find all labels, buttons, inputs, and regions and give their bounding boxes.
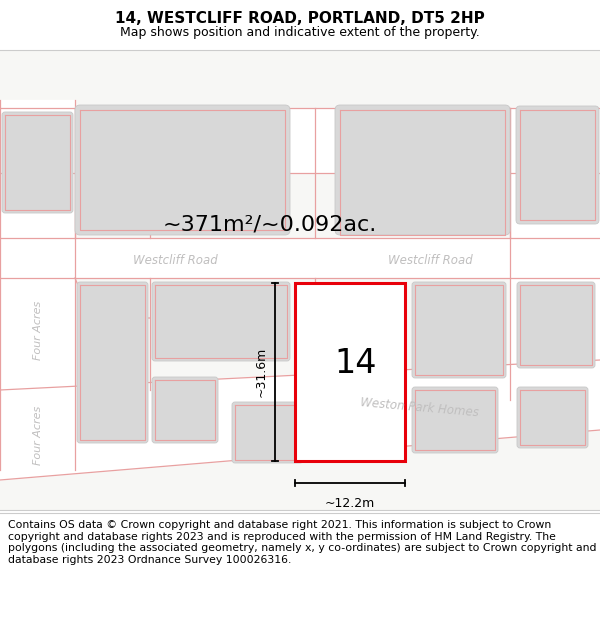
FancyBboxPatch shape <box>412 282 506 378</box>
Polygon shape <box>0 360 600 480</box>
FancyBboxPatch shape <box>232 402 303 463</box>
Bar <box>0 238 600 278</box>
FancyBboxPatch shape <box>152 282 290 361</box>
Text: Westcliff Road: Westcliff Road <box>133 254 217 266</box>
Text: Westcliff Road: Westcliff Road <box>388 254 472 266</box>
FancyBboxPatch shape <box>516 106 599 224</box>
Bar <box>0 100 75 470</box>
Text: ~371m²/~0.092ac.: ~371m²/~0.092ac. <box>163 215 377 235</box>
Bar <box>295 283 405 461</box>
Text: 14, WESTCLIFF ROAD, PORTLAND, DT5 2HP: 14, WESTCLIFF ROAD, PORTLAND, DT5 2HP <box>115 11 485 26</box>
FancyBboxPatch shape <box>517 282 595 368</box>
Text: Weston Park Homes: Weston Park Homes <box>360 396 480 419</box>
Text: Four Acres: Four Acres <box>33 301 43 359</box>
Text: Contains OS data © Crown copyright and database right 2021. This information is : Contains OS data © Crown copyright and d… <box>8 520 596 565</box>
Text: ~12.2m: ~12.2m <box>325 497 375 510</box>
FancyBboxPatch shape <box>2 112 73 213</box>
FancyBboxPatch shape <box>517 387 588 448</box>
Text: Map shows position and indicative extent of the property.: Map shows position and indicative extent… <box>120 26 480 39</box>
Text: ~31.6m: ~31.6m <box>254 347 268 397</box>
Bar <box>510 108 600 398</box>
Text: Four Acres: Four Acres <box>33 406 43 464</box>
Bar <box>0 108 600 173</box>
FancyBboxPatch shape <box>152 377 218 443</box>
FancyBboxPatch shape <box>412 387 498 453</box>
FancyBboxPatch shape <box>75 105 290 235</box>
Text: 14: 14 <box>334 347 377 379</box>
FancyBboxPatch shape <box>77 282 148 443</box>
FancyBboxPatch shape <box>335 105 510 235</box>
